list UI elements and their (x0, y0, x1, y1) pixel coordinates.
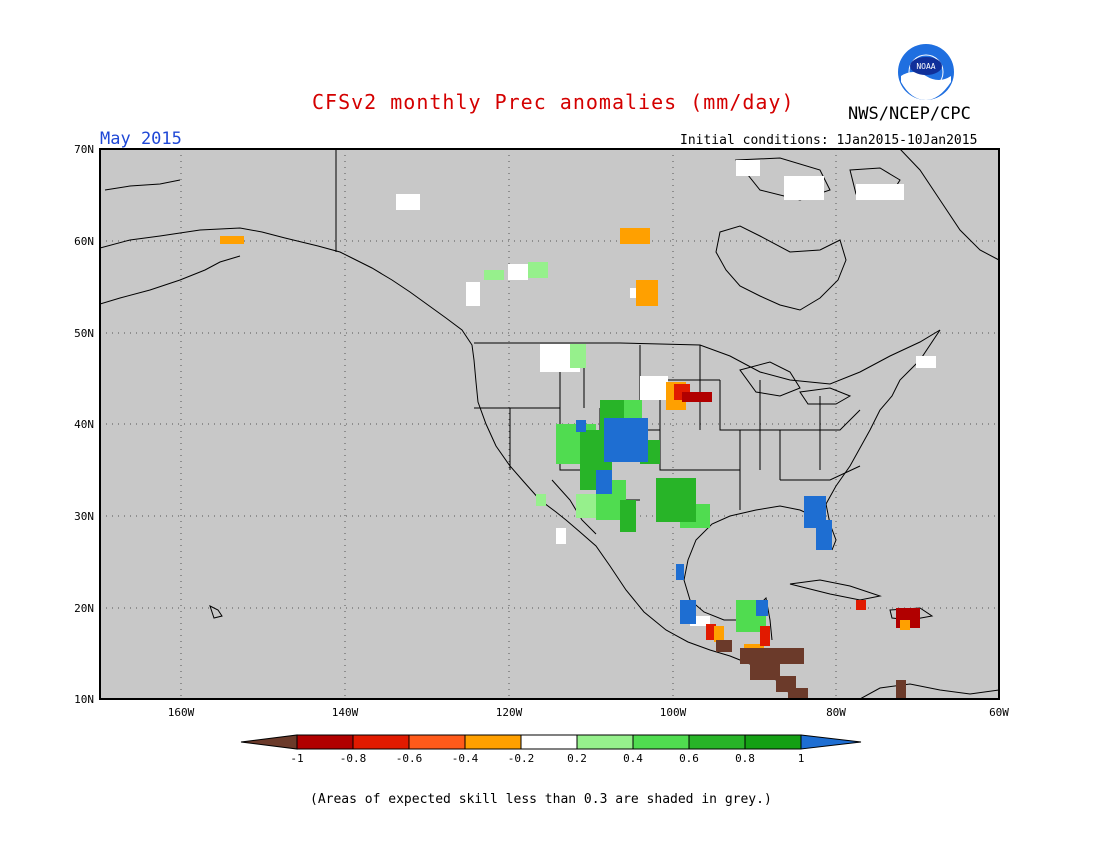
coastlines (100, 149, 999, 699)
lon-label-160w: 160W (168, 706, 195, 719)
initial-conditions: Initial conditions: 1Jan2015-10Jan2015 (680, 133, 978, 148)
legend-swatch (408, 734, 466, 750)
gridlines (100, 149, 999, 699)
legend-tick-label: -0.6 (396, 752, 423, 765)
legend-tick-label: 0.4 (623, 752, 643, 765)
legend-arrow-low (240, 734, 298, 750)
lon-label-100w: 100W (660, 706, 687, 719)
forecast-month: May 2015 (100, 129, 182, 149)
legend-tick-label: -0.2 (508, 752, 535, 765)
legend-tick-label: -0.8 (340, 752, 367, 765)
legend-swatch (520, 734, 578, 750)
organization-label: NWS/NCEP/CPC (848, 104, 971, 124)
lat-label-30n: 30N (74, 510, 94, 523)
map-frame (99, 148, 1000, 700)
longitude-labels: 160W 140W 120W 100W 80W 60W (168, 706, 1010, 719)
lon-label-80w: 80W (826, 706, 846, 719)
lon-label-140w: 140W (332, 706, 359, 719)
legend-tick-label: 0.6 (679, 752, 699, 765)
legend-swatch (352, 734, 410, 750)
latitude-labels: 70N 60N 50N 40N 30N 20N 10N (74, 143, 94, 706)
lon-label-60w: 60W (989, 706, 1009, 719)
skill-footnote: (Areas of expected skill less than 0.3 a… (310, 792, 772, 807)
noaa-logo: NOAA (898, 44, 954, 100)
legend-tick-label: 0.2 (567, 752, 587, 765)
legend-tick-label: -0.4 (452, 752, 479, 765)
legend-tick-label: -1 (290, 752, 303, 765)
legend-arrow-high (800, 734, 862, 750)
chart-title: CFSv2 monthly Prec anomalies (mm/day) (312, 90, 795, 114)
legend-tick-label: 1 (798, 752, 805, 765)
lat-label-60n: 60N (74, 235, 94, 248)
lon-label-120w: 120W (496, 706, 523, 719)
lat-label-20n: 20N (74, 602, 94, 615)
legend-swatch (744, 734, 802, 750)
legend-swatch (464, 734, 522, 750)
legend-swatch (296, 734, 354, 750)
legend-swatch (576, 734, 634, 750)
anomaly-patches (220, 160, 936, 699)
color-legend: -1 -0.8 -0.6 -0.4 -0.2 0.2 0.4 0.6 0.8 1 (240, 734, 862, 765)
lat-label-50n: 50N (74, 327, 94, 340)
lat-label-40n: 40N (74, 418, 94, 431)
legend-swatch (632, 734, 690, 750)
lat-label-70n: 70N (74, 143, 94, 156)
legend-swatch (688, 734, 746, 750)
map-background (100, 149, 999, 699)
noaa-logo-text: NOAA (916, 62, 935, 71)
legend-tick-label: 0.8 (735, 752, 755, 765)
lat-label-10n: 10N (74, 693, 94, 706)
